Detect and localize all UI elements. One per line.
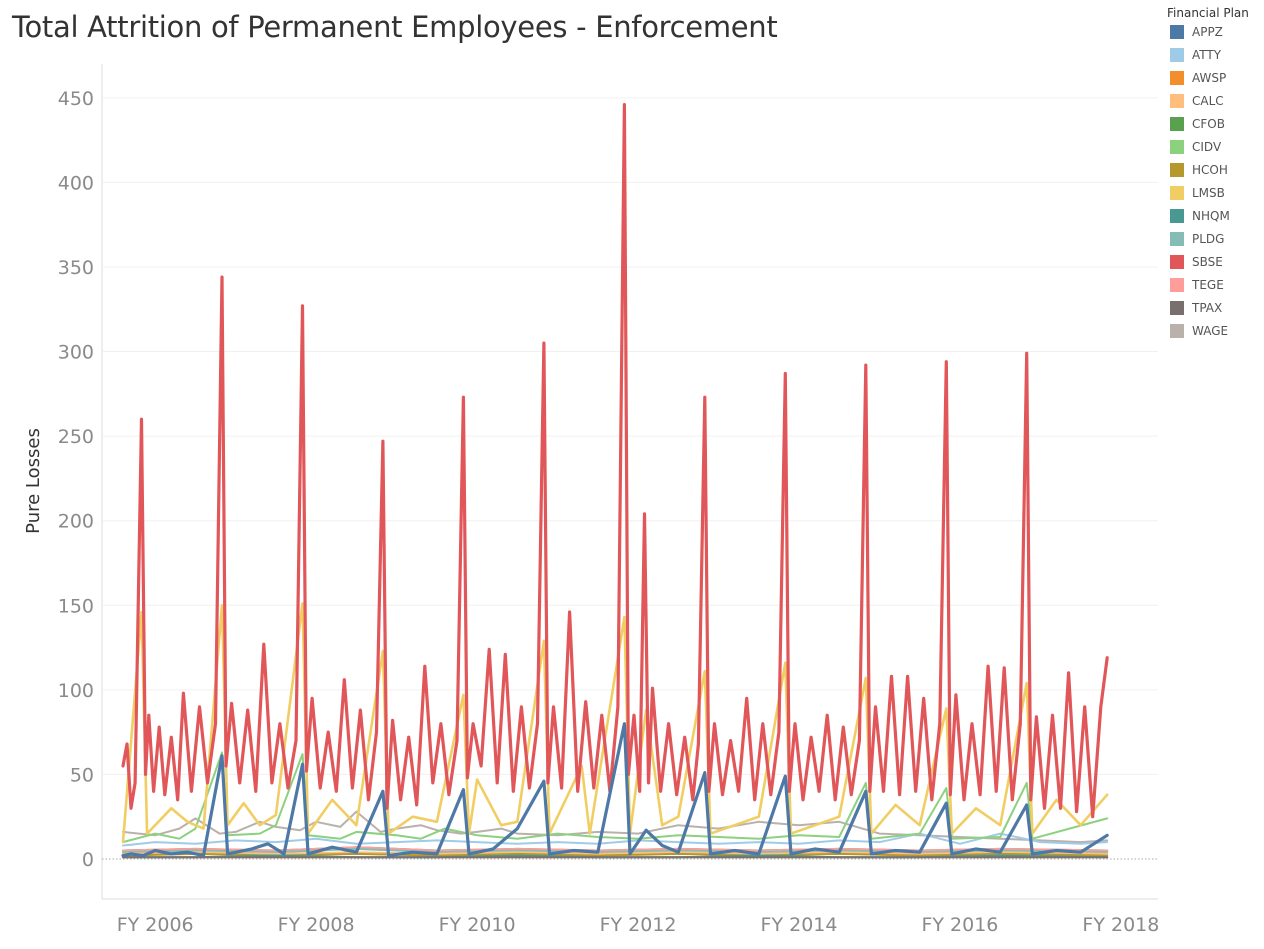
legend-swatch — [1170, 278, 1184, 292]
series-line-tege — [122, 846, 1109, 852]
series-line-appz — [121, 722, 1109, 858]
y-tick-label: 400 — [58, 172, 94, 194]
y-tick-label: 150 — [58, 595, 94, 617]
y-tick-label: 350 — [58, 257, 94, 279]
x-tick-label: FY 2016 — [921, 914, 998, 936]
legend-item-tege[interactable]: TEGE — [1167, 275, 1263, 298]
chart-plot: 0 50 100 150 200 250 300 350 400 450 FY 2006 FY 200… — [23, 64, 1159, 936]
legend-swatch — [1170, 94, 1184, 108]
x-tick-label: FY 2018 — [1082, 914, 1159, 936]
y-tick-label: 250 — [58, 426, 94, 448]
legend-swatch — [1170, 140, 1184, 154]
x-tick-label: FY 2008 — [278, 914, 355, 936]
legend-swatch — [1170, 301, 1184, 315]
y-axis-title: Pure Losses — [23, 428, 44, 534]
y-tick-label: 50 — [70, 764, 94, 786]
legend-item-cfob[interactable]: CFOB — [1167, 114, 1263, 137]
legend-label: HCOH — [1192, 163, 1228, 177]
legend-label: SBSE — [1192, 255, 1223, 269]
legend-label: TPAX — [1192, 301, 1223, 315]
y-tick-label: 200 — [58, 511, 94, 533]
series-line-sbse — [121, 102, 1109, 819]
series-line-cidv — [122, 751, 1109, 844]
legend[interactable]: Financial Plan APPZ ATTY AWSP CALC CFOB CIDV H… — [1167, 4, 1263, 344]
series-line-wage — [122, 810, 1109, 844]
legend-item-nhqm[interactable]: NHQM — [1167, 206, 1263, 229]
legend-swatch — [1170, 25, 1184, 39]
x-tick-label: FY 2012 — [600, 914, 677, 936]
legend-item-sbse[interactable]: SBSE — [1167, 252, 1263, 275]
legend-swatch — [1170, 324, 1184, 338]
chart-title: Total Attrition of Permanent Employees -… — [12, 10, 778, 44]
x-tick-label: FY 2006 — [117, 914, 194, 936]
legend-item-hcoh[interactable]: HCOH — [1167, 160, 1263, 183]
legend-swatch — [1170, 186, 1184, 200]
y-tick-label: 450 — [58, 88, 94, 110]
legend-label: CIDV — [1192, 140, 1222, 154]
legend-items[interactable]: APPZ ATTY AWSP CALC CFOB CIDV HCOH LMSB NHQM PLDG… — [1167, 22, 1263, 344]
legend-item-calc[interactable]: CALC — [1167, 91, 1263, 114]
y-tick-label: 100 — [58, 680, 94, 702]
legend-item-lmsb[interactable]: LMSB — [1167, 183, 1263, 206]
legend-swatch — [1170, 48, 1184, 62]
legend-item-tpax[interactable]: TPAX — [1167, 298, 1263, 321]
legend-label: APPZ — [1192, 25, 1223, 39]
legend-label: TEGE — [1192, 278, 1224, 292]
legend-swatch — [1170, 163, 1184, 177]
legend-swatch — [1170, 232, 1184, 246]
legend-label: ATTY — [1192, 48, 1222, 62]
legend-label: CALC — [1192, 94, 1224, 108]
legend-label: PLDG — [1192, 232, 1225, 246]
x-tick-label: FY 2014 — [761, 914, 838, 936]
legend-item-appz[interactable]: APPZ — [1167, 22, 1263, 45]
legend-label: LMSB — [1192, 186, 1225, 200]
legend-label: NHQM — [1192, 209, 1230, 223]
series-line-atty — [122, 832, 1109, 847]
series-line-calc — [122, 851, 1109, 855]
legend-item-atty[interactable]: ATTY — [1167, 45, 1263, 68]
legend-item-pldg[interactable]: PLDG — [1167, 229, 1263, 252]
y-tick-label: 300 — [58, 342, 94, 364]
legend-item-awsp[interactable]: AWSP — [1167, 68, 1263, 91]
legend-swatch — [1170, 209, 1184, 223]
legend-label: CFOB — [1192, 117, 1225, 131]
legend-label: WAGE — [1192, 324, 1229, 338]
series-line-lmsb — [121, 602, 1109, 844]
x-tick-label: FY 2010 — [439, 914, 516, 936]
legend-item-wage[interactable]: WAGE — [1167, 321, 1263, 344]
legend-swatch — [1170, 255, 1184, 269]
legend-swatch — [1170, 71, 1184, 85]
legend-swatch — [1170, 117, 1184, 131]
legend-title: Financial Plan — [1167, 6, 1249, 20]
y-tick-label: 0 — [82, 849, 94, 871]
legend-item-cidv[interactable]: CIDV — [1167, 137, 1263, 160]
legend-label: AWSP — [1192, 71, 1227, 85]
